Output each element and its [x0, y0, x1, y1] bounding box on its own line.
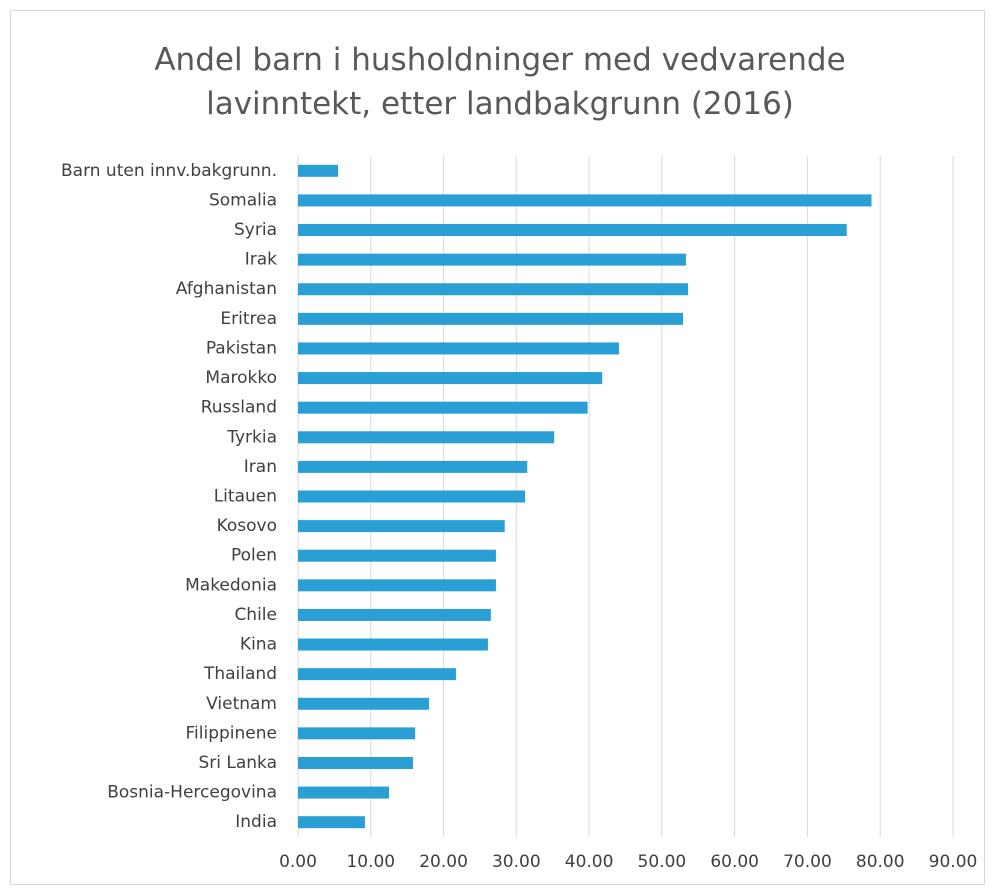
- bar: [298, 312, 683, 325]
- bar: [298, 372, 603, 385]
- y-tick-label: Bosnia-Hercegovina: [107, 783, 277, 803]
- bar: [298, 342, 619, 355]
- y-tick-label: Tyrkia: [226, 427, 277, 447]
- x-tick-label: 50.00: [638, 852, 687, 872]
- y-tick-label: Somalia: [209, 190, 277, 210]
- y-tick-label: Barn uten innv.bakgrunn.: [61, 161, 277, 181]
- y-tick-label: Afghanistan: [176, 279, 277, 299]
- y-tick-label: Pakistan: [206, 338, 277, 358]
- bar: [298, 253, 686, 266]
- chart-title: Andel barn i husholdninger med vedvarend…: [154, 42, 846, 122]
- y-tick-label: Kosovo: [217, 516, 277, 536]
- y-tick-label: Irak: [245, 250, 277, 270]
- y-tick-label: Kina: [240, 635, 277, 655]
- bar: [298, 460, 528, 473]
- bar: [298, 194, 872, 207]
- y-tick-label: Makedonia: [185, 575, 277, 595]
- x-tick-label: 90.00: [929, 852, 978, 872]
- y-tick-label: Chile: [234, 605, 277, 625]
- x-tick-label: 0.00: [279, 852, 317, 872]
- y-tick-label: India: [235, 812, 277, 832]
- bar: [298, 638, 488, 651]
- y-tick-label: Syria: [234, 220, 277, 240]
- y-tick-label: Eritrea: [220, 309, 277, 329]
- bar: [298, 431, 555, 444]
- y-tick-label: Filippinene: [186, 723, 277, 743]
- bar: [298, 727, 416, 740]
- bar: [298, 164, 339, 177]
- y-tick-label: Sri Lanka: [198, 753, 277, 773]
- x-tick-label: 70.00: [783, 852, 832, 872]
- x-tick-label: 60.00: [710, 852, 759, 872]
- bar: [298, 756, 413, 769]
- y-tick-label: Thailand: [203, 664, 277, 684]
- x-tick-label: 30.00: [492, 852, 541, 872]
- bar: [298, 816, 365, 829]
- bar: [298, 224, 847, 237]
- bar: [298, 549, 496, 562]
- y-tick-label: Iran: [244, 457, 277, 477]
- bar: [298, 697, 429, 710]
- x-tick-label: 20.00: [419, 852, 468, 872]
- bar: [298, 490, 526, 503]
- bar: [298, 579, 496, 592]
- y-tick-label: Polen: [231, 546, 277, 566]
- bar: [298, 283, 689, 296]
- x-tick-label: 10.00: [346, 852, 395, 872]
- y-tick-label: Litauen: [214, 487, 277, 507]
- x-tick-label: 40.00: [565, 852, 614, 872]
- y-tick-label: Russland: [201, 398, 277, 418]
- x-tick-label: 80.00: [856, 852, 905, 872]
- bar: [298, 520, 505, 533]
- bar: [298, 401, 588, 414]
- bar: [298, 668, 456, 681]
- y-tick-label: Marokko: [205, 368, 277, 388]
- chart-frame: [10, 10, 985, 885]
- y-tick-label: Vietnam: [206, 694, 277, 714]
- bar: [298, 608, 491, 621]
- bar: [298, 786, 389, 799]
